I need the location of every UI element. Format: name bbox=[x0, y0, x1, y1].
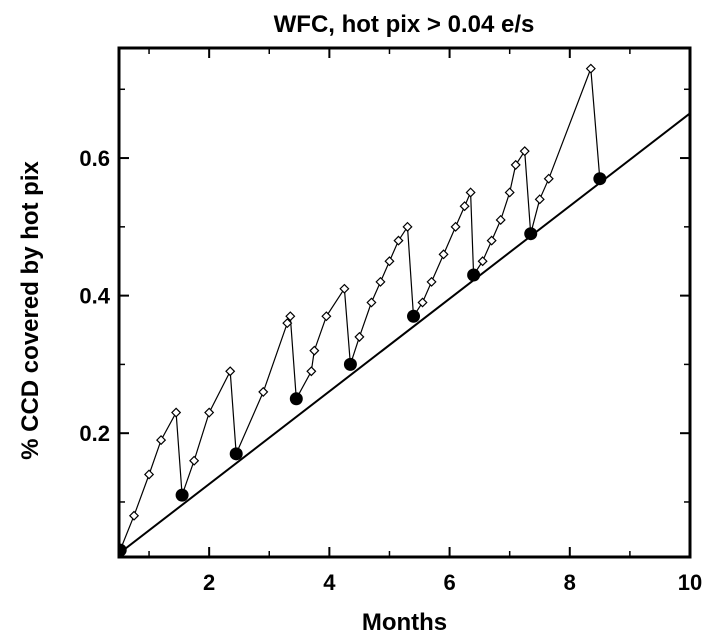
filled-point bbox=[593, 172, 607, 186]
data-layer bbox=[119, 63, 690, 557]
filled-point bbox=[343, 357, 357, 371]
diamond-point bbox=[156, 435, 167, 446]
diamond-point bbox=[285, 311, 296, 322]
diamond-point bbox=[321, 311, 332, 322]
filled-point bbox=[229, 447, 243, 461]
diamond-point bbox=[282, 318, 293, 329]
y-tick-label: 0.6 bbox=[79, 146, 110, 171]
x-tick-label: 10 bbox=[678, 570, 702, 595]
sawtooth-line bbox=[119, 68, 601, 551]
filled-point bbox=[407, 309, 421, 323]
trend-line bbox=[119, 112, 690, 555]
diamond-point bbox=[426, 276, 437, 287]
diamond-point bbox=[495, 214, 506, 226]
filled-point bbox=[524, 227, 538, 241]
diamond-point bbox=[534, 194, 545, 205]
diamond-point bbox=[128, 510, 140, 521]
diamond-point bbox=[354, 331, 365, 342]
y-tick-label: 0.4 bbox=[79, 284, 110, 309]
diamond-point bbox=[309, 345, 320, 356]
diamond-point bbox=[543, 173, 554, 184]
plot-frame bbox=[117, 46, 692, 559]
x-tick-label: 4 bbox=[323, 570, 336, 595]
diamond-point bbox=[438, 249, 449, 260]
diamond-point bbox=[477, 256, 488, 267]
filled-point bbox=[175, 488, 189, 502]
diamond-point bbox=[189, 455, 200, 466]
diamond-point bbox=[204, 407, 215, 418]
y-tick-label: 0.2 bbox=[79, 421, 110, 446]
x-tick-label: 6 bbox=[443, 570, 455, 595]
chart-title: WFC, hot pix > 0.04 e/s bbox=[274, 11, 535, 38]
diamond-point bbox=[504, 187, 515, 198]
diamond-point bbox=[339, 283, 350, 294]
diamond-point bbox=[402, 221, 413, 232]
diamond-point bbox=[258, 386, 269, 397]
diamond-point bbox=[465, 187, 476, 198]
diamond-point bbox=[450, 221, 461, 232]
x-axis-label: Months bbox=[362, 609, 447, 636]
diamond-point bbox=[375, 276, 386, 287]
y-axis-label: % CCD covered by hot pix bbox=[17, 160, 44, 459]
diamond-point bbox=[459, 201, 470, 212]
filled-point bbox=[119, 543, 127, 557]
diamond-point bbox=[144, 469, 155, 480]
x-tick-label: 8 bbox=[564, 570, 576, 595]
diamond-point bbox=[366, 297, 377, 308]
diamond-point bbox=[585, 63, 596, 74]
diamond-point bbox=[384, 256, 395, 267]
diamond-point bbox=[393, 235, 404, 246]
diamond-point bbox=[306, 366, 317, 377]
diamond-point bbox=[519, 146, 530, 157]
diamond-point bbox=[225, 366, 236, 377]
diamond-point bbox=[417, 297, 428, 308]
diamond-point bbox=[171, 407, 182, 418]
diamond-point bbox=[486, 235, 497, 246]
x-tick-label: 2 bbox=[203, 570, 215, 595]
filled-point bbox=[467, 268, 481, 282]
filled-point bbox=[289, 392, 303, 406]
diamond-point bbox=[510, 159, 521, 170]
plot-area: 2 4 6 8 10 0.2 0.4 0.6 bbox=[79, 46, 702, 595]
